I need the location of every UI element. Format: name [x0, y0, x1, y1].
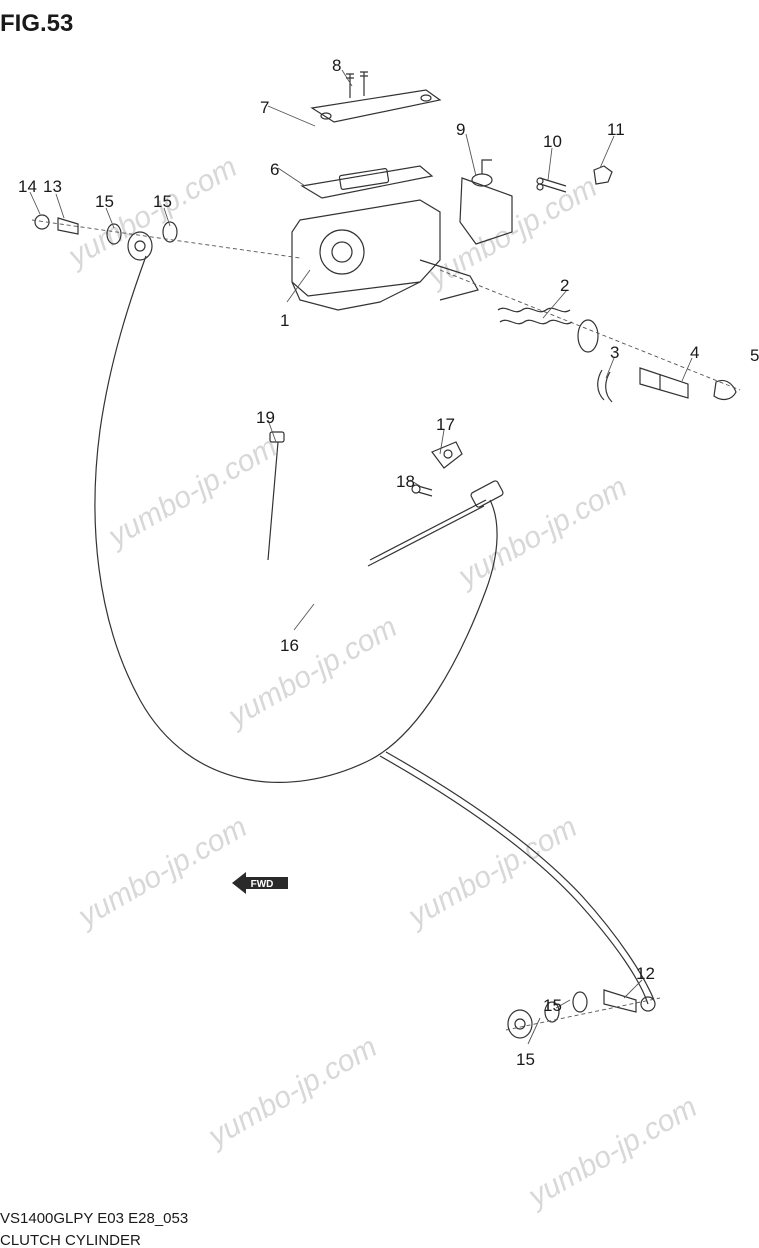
callout-7: 7 — [260, 98, 269, 118]
callout-15: 15 — [153, 192, 172, 212]
callout-11: 11 — [607, 120, 625, 140]
callout-6: 6 — [270, 160, 279, 180]
callout-17: 17 — [436, 415, 455, 435]
footer-model-code: VS1400GLPY E03 E28_053 — [0, 1210, 188, 1227]
footer-part-name: CLUTCH CYLINDER — [0, 1232, 141, 1248]
callout-9: 9 — [456, 120, 465, 140]
callout-14: 14 — [18, 177, 37, 197]
callout-19: 19 — [256, 408, 275, 428]
callout-13: 13 — [43, 177, 62, 197]
callout-4: 4 — [690, 343, 699, 363]
callout-8: 8 — [332, 56, 341, 76]
callout-16: 16 — [280, 636, 299, 656]
figure-title: FIG.53 — [0, 10, 73, 38]
callout-2: 2 — [560, 276, 569, 296]
callout-15: 15 — [516, 1050, 535, 1070]
fwd-label: FWD — [251, 879, 274, 890]
callout-15: 15 — [543, 996, 562, 1016]
callout-1: 1 — [280, 311, 289, 331]
exploded-diagram — [0, 0, 759, 1248]
callout-3: 3 — [610, 343, 619, 363]
fwd-direction-badge: FWD — [232, 872, 288, 894]
callout-15: 15 — [95, 192, 114, 212]
callout-12: 12 — [636, 964, 655, 984]
callout-10: 10 — [543, 132, 562, 152]
callout-18: 18 — [396, 472, 415, 492]
callout-5: 5 — [750, 346, 759, 366]
